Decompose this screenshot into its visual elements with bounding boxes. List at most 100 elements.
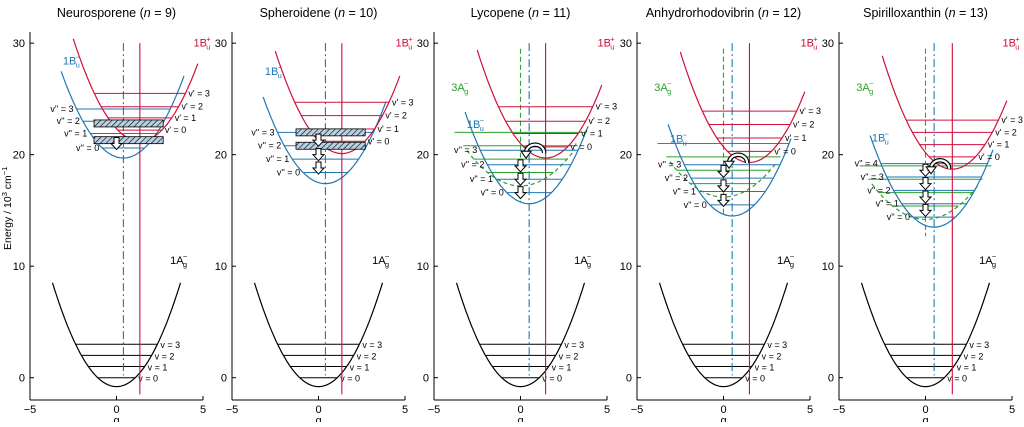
bu-minus-level-label: v'' = 4 [855, 159, 878, 169]
x-tick-label: −5 [24, 404, 37, 416]
label-1bu-minus: 1B −u [670, 130, 688, 147]
label-1bu-minus-sup: − [480, 116, 485, 125]
label-1bu-plus-sub: u [408, 42, 412, 51]
y-tick-label: 20 [215, 150, 227, 162]
bu-minus-curve [667, 124, 792, 217]
bu-plus-level-label: v' = 3 [1001, 115, 1022, 125]
y-tick-label: 10 [13, 261, 25, 273]
label-3ag-sup: − [464, 79, 469, 88]
label-1bu-minus-text: 1B [265, 66, 278, 78]
bu-plus-level-label: v' = 3 [596, 102, 617, 112]
label-1bu-plus-sup: + [206, 34, 211, 43]
label-1bu-minus-sub: u [480, 124, 484, 133]
bu-minus-curve [464, 111, 589, 205]
x-tick-label: 0 [922, 404, 928, 416]
label-1bu-plus-sup: + [610, 34, 615, 43]
y-tick-label: 20 [417, 150, 429, 162]
ground-state-curve [51, 282, 182, 388]
y-tick-label: 10 [620, 261, 632, 273]
y-tick-label: 0 [423, 373, 429, 385]
ground-level-label: v = 3 [564, 340, 584, 350]
label-3ag: 3A −g [654, 79, 672, 96]
label-1bu-plus-sub: u [1015, 42, 1019, 51]
bu-plus-level-label: v' = 0 [165, 125, 186, 135]
label-3ag: 3A −g [856, 79, 874, 96]
bu-minus-level-label: v'' = 3 [454, 145, 477, 155]
label-1ag-text: 1A [979, 255, 993, 267]
ground-level-label: v = 2 [559, 351, 579, 361]
label-1bu-minus-sup: − [683, 130, 688, 139]
x-axis-label: q [517, 415, 523, 422]
bu-minus-level-label: v'' = 2 [57, 116, 80, 126]
x-tick-label: −5 [226, 404, 239, 416]
y-tick-label: 0 [19, 373, 25, 385]
ground-level-label: v = 1 [755, 363, 775, 373]
bu-minus-level-label: v'' = 1 [64, 128, 87, 138]
bu-plus-level-label: v' = 1 [377, 124, 398, 134]
bu-plus-level-label: v' = 0 [571, 142, 592, 152]
label-1bu-plus: 1B +u [193, 34, 211, 51]
bu-plus-level-label: v' = 3 [188, 88, 209, 98]
bu-minus-level-label: v'' = 2 [665, 173, 688, 183]
panel-title: Lycopene (n = 11) [471, 6, 571, 20]
ground-level-label: v = 3 [767, 340, 787, 350]
label-1ag-sup: − [183, 252, 188, 261]
label-1bu-minus-sup: − [76, 53, 81, 62]
bu-minus-level-label: v'' = 1 [876, 199, 899, 209]
y-axis-label: Energy / 103 cm−1 [0, 167, 14, 250]
bu-plus-level-label: v' = 2 [995, 127, 1016, 137]
x-axis-label: q [922, 415, 928, 422]
label-1bu-minus-sup: − [885, 129, 890, 138]
bu-plus-curve [274, 50, 401, 155]
ground-level-label: v = 0 [745, 374, 765, 384]
label-3ag-sup: − [667, 79, 672, 88]
label-1bu-minus-text: 1B [872, 132, 885, 144]
label-1ag: 1A −g [574, 252, 592, 269]
label-1bu-minus: 1B −u [467, 116, 485, 133]
label-1ag: 1A −g [372, 252, 390, 269]
bu-plus-level-label: v' = 1 [988, 140, 1009, 150]
y-tick-label: 20 [620, 150, 632, 162]
bu-plus-level-label: v' = 3 [392, 97, 413, 107]
y-tick-label: 30 [417, 38, 429, 50]
label-1ag-sup: − [790, 252, 795, 261]
x-tick-label: 0 [517, 404, 523, 416]
relaxation-arrow-3 [918, 203, 933, 218]
bu-minus-level-label: v'' = 1 [266, 154, 289, 164]
bu-plus-level-label: v' = 1 [175, 113, 196, 123]
y-tick-label: 10 [822, 261, 834, 273]
bu-minus-level-label: v'' = 0 [277, 168, 300, 178]
x-tick-label: −5 [428, 404, 441, 416]
transfer-loop-head [925, 166, 938, 175]
relaxation-arrow-2 [918, 190, 933, 204]
y-tick-label: 10 [215, 261, 227, 273]
ground-level-label: v = 1 [350, 363, 370, 373]
ground-level-label: v = 3 [362, 340, 382, 350]
ground-level-label: v = 1 [552, 363, 572, 373]
y-tick-label: 10 [417, 261, 429, 273]
bu-minus-level-label: v'' = 3 [50, 104, 73, 114]
ground-level-label: v = 2 [762, 351, 782, 361]
bu-plus-level-label: v' = 2 [793, 120, 814, 130]
label-1ag-text: 1A [372, 255, 386, 267]
panel-spirilloxanthin: Spirilloxanthin (n = 13) 0 10 20 30 −5 0 5 q v = … [822, 6, 1023, 427]
panel-anhydrorhodovibrin: Anhydrorhodovibrin (n = 12) 0 10 20 30 −5 0 5 q v… [620, 6, 821, 427]
relaxation-arrow-1 [513, 172, 528, 186]
bu-plus-level-label: v' = 2 [182, 102, 203, 112]
transfer-loop-head [723, 160, 736, 170]
label-1bu-plus: 1B +u [395, 34, 413, 51]
bu-minus-level-label: v'' = 0 [684, 200, 707, 210]
bu-minus-level-label: v'' = 1 [470, 174, 493, 184]
ground-level-label: v = 2 [964, 351, 984, 361]
label-1bu-minus-sub: u [278, 71, 282, 80]
hatched-band-1 [295, 141, 366, 150]
ground-level-label: v = 3 [160, 340, 180, 350]
x-tick-label: 5 [200, 404, 206, 416]
label-1bu-plus: 1B +u [800, 34, 818, 51]
bu-minus-level-label: v'' = 1 [673, 186, 696, 196]
